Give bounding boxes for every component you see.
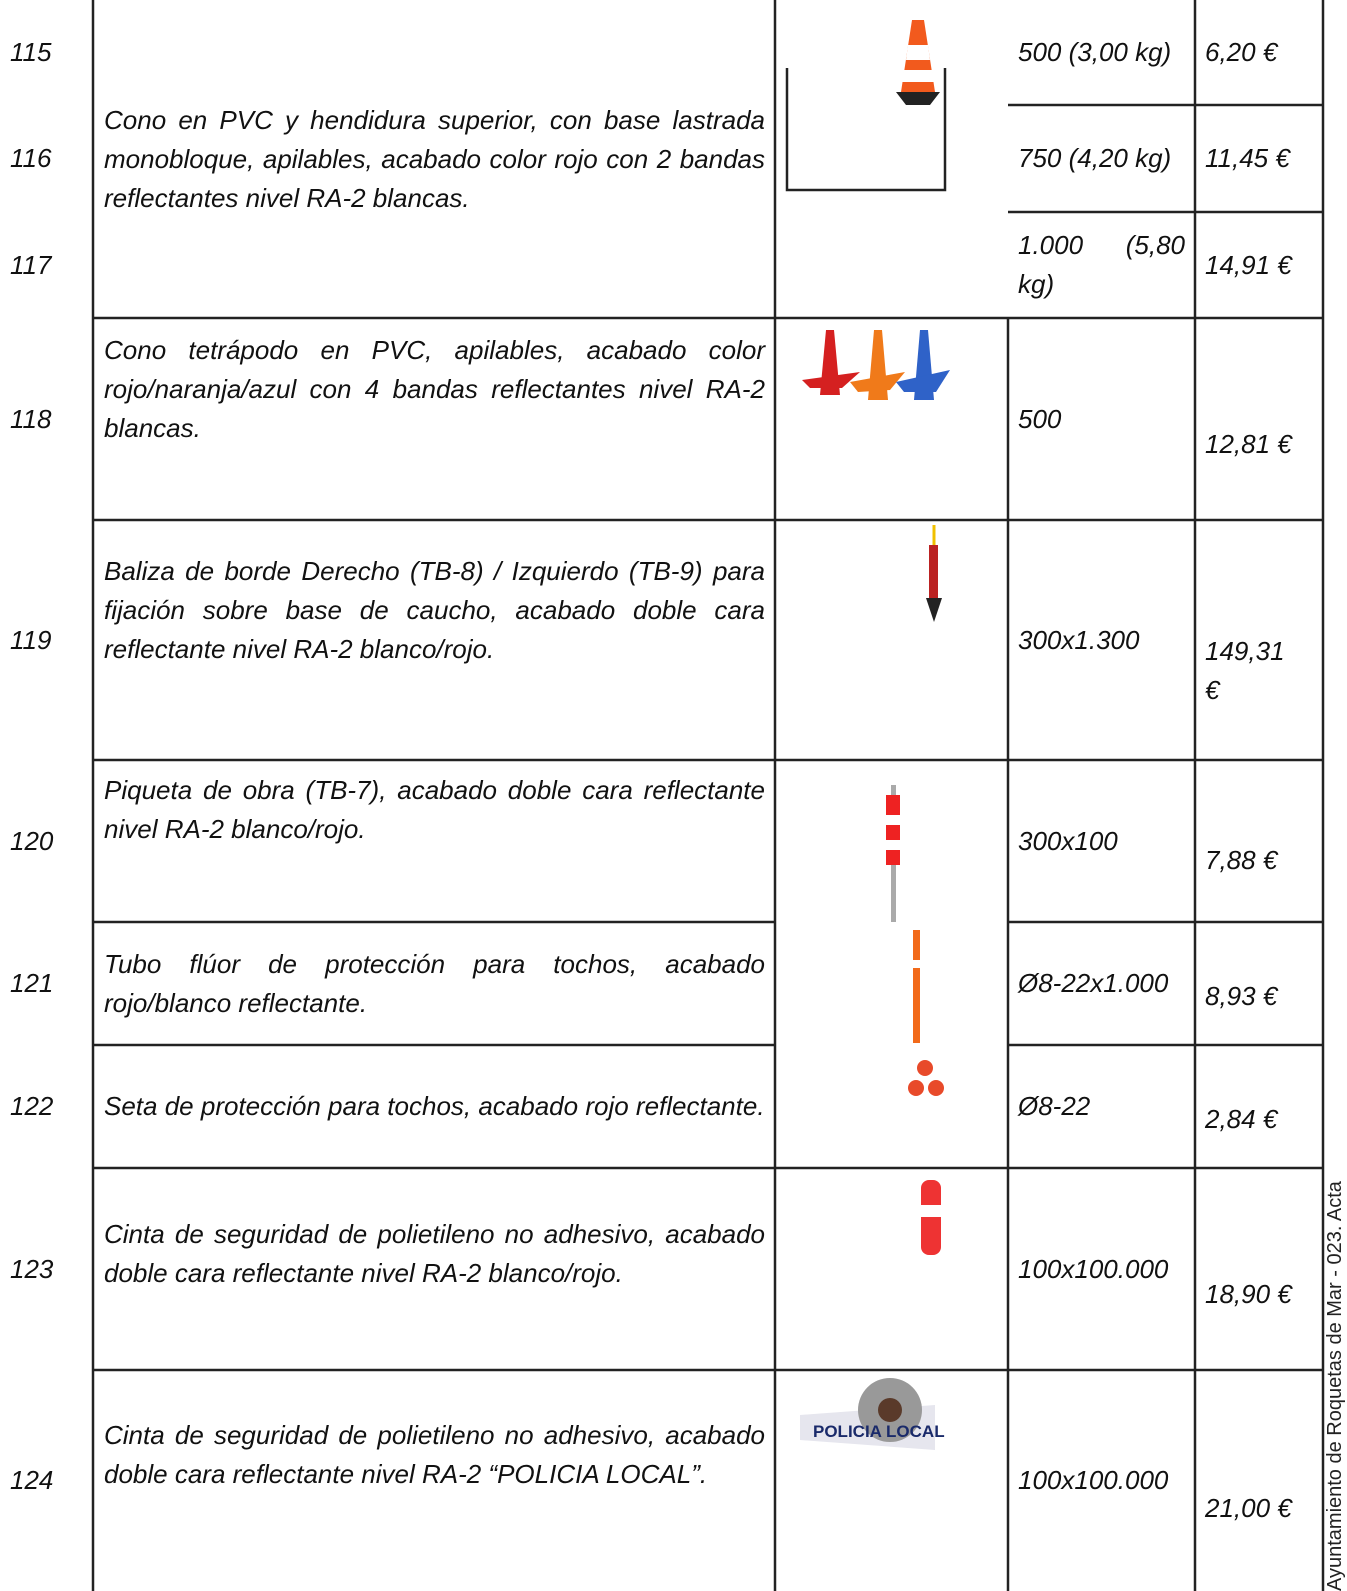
item-code-text: 122 — [10, 1091, 54, 1121]
item-description-text: Seta de protección para tochos, acabado … — [104, 1091, 765, 1121]
item-description-text: Cono tetrápodo en PVC, apilables, acabad… — [104, 334, 765, 443]
item-size-text: 100x100.000 — [1018, 1253, 1169, 1284]
item-price: 6,20 € — [1205, 0, 1310, 105]
item-code-text: 118 — [10, 403, 52, 434]
item-description-text: Baliza de borde Derecho (TB-8) / Izquier… — [104, 555, 765, 664]
item-size-text: 750 (4,20 kg) — [1018, 143, 1172, 173]
item-description-text: Cono en PVC y hendidura superior, con ba… — [104, 104, 765, 213]
item-code: 120 — [10, 760, 90, 922]
item-size: Ø8-22 — [1018, 1045, 1185, 1168]
item-description: Cono en PVC y hendidura superior, con ba… — [104, 0, 765, 318]
item-size-text: 1.000 (5,80 kg) — [1018, 230, 1185, 299]
item-description-text: Cinta de seguridad de polietileno no adh… — [104, 1219, 765, 1288]
item-price-text: 2,84 € — [1205, 1104, 1278, 1135]
item-size-text: 300x100 — [1018, 825, 1118, 856]
item-price-text: 11,45 € — [1205, 143, 1290, 173]
item-code-text: 116 — [10, 143, 52, 173]
item-code-text: 119 — [10, 624, 52, 655]
item-description: Seta de protección para tochos, acabado … — [104, 1045, 765, 1168]
item-size: 500 (3,00 kg) — [1018, 0, 1185, 105]
item-size: 1.000 (5,80 kg) — [1018, 212, 1185, 318]
item-code: 118 — [10, 318, 90, 520]
item-description: Tubo flúor de protección para tochos, ac… — [104, 922, 765, 1045]
item-code-text: 121 — [10, 968, 54, 998]
item-size: 300x1.300 — [1018, 520, 1185, 760]
item-code: 117 — [10, 212, 90, 318]
item-price: 8,93 € — [1205, 959, 1305, 1035]
item-size: 100x100.000 — [1018, 1370, 1185, 1591]
item-size: Ø8-22x1.000 — [1018, 922, 1185, 1045]
item-price: 21,00 € — [1205, 1436, 1305, 1581]
item-size: 300x100 — [1018, 760, 1185, 922]
item-price: 18,90 € — [1205, 1229, 1305, 1360]
item-description: Piqueta de obra (TB-7), acabado doble ca… — [104, 760, 765, 860]
item-price-text: 7,88 € — [1205, 844, 1278, 875]
item-code-text: 117 — [10, 249, 52, 280]
item-size-text: Ø8-22x1.000 — [1018, 968, 1169, 998]
item-size-text: 300x1.300 — [1018, 624, 1140, 655]
item-price-text: 18,90 € — [1205, 1278, 1292, 1309]
item-description: Cinta de seguridad de polietileno no adh… — [104, 1370, 765, 1540]
item-code: 123 — [10, 1168, 90, 1370]
item-size: 100x100.000 — [1018, 1168, 1185, 1370]
item-price: 2,84 € — [1205, 1082, 1305, 1158]
item-size-text: Ø8-22 — [1018, 1091, 1091, 1121]
item-price-text: 8,93 € — [1205, 981, 1278, 1012]
item-description-text: Piqueta de obra (TB-7), acabado doble ca… — [104, 775, 765, 844]
item-code-text: 115 — [10, 37, 52, 67]
item-size: 750 (4,20 kg) — [1018, 105, 1185, 212]
item-description-text: Cinta de seguridad de polietileno no adh… — [104, 1420, 765, 1489]
item-code: 119 — [10, 520, 90, 760]
item-description: Baliza de borde Derecho (TB-8) / Izquier… — [104, 520, 765, 700]
item-code: 124 — [10, 1370, 90, 1591]
image-text: POLICIA LOCAL — [813, 1422, 945, 1441]
item-size: 500 — [1018, 318, 1185, 520]
item-code-text: 123 — [10, 1253, 54, 1284]
item-price-text: 14,91 € — [1205, 249, 1292, 280]
item-code: 116 — [10, 105, 90, 212]
side-note: Ayuntamiento de Roquetas de Mar - 023. A… — [1324, 1181, 1346, 1591]
item-code-text: 124 — [10, 1465, 54, 1495]
item-price: 14,91 € — [1205, 212, 1310, 318]
item-price-text: 6,20 € — [1205, 37, 1278, 67]
item-code: 122 — [10, 1045, 90, 1168]
item-code-text: 120 — [10, 825, 54, 856]
item-code: 121 — [10, 922, 90, 1045]
item-price-text: 149,31 € — [1205, 636, 1285, 705]
item-price-text: 21,00 € — [1205, 1493, 1292, 1524]
item-size-text: 100x100.000 — [1018, 1465, 1169, 1495]
item-price-text: 12,81 € — [1205, 428, 1292, 459]
item-price: 149,31 € — [1205, 592, 1305, 750]
item-price: 7,88 € — [1205, 809, 1305, 912]
item-price: 12,81 € — [1205, 379, 1305, 510]
item-size-text: 500 (3,00 kg) — [1018, 37, 1172, 67]
item-size-text: 500 — [1018, 403, 1062, 434]
item-code: 115 — [10, 0, 90, 105]
item-description-text: Tubo flúor de protección para tochos, ac… — [104, 948, 765, 1018]
item-description: Cinta de seguridad de polietileno no adh… — [104, 1168, 765, 1340]
item-description: Cono tetrápodo en PVC, apilables, acabad… — [104, 318, 765, 460]
item-price: 11,45 € — [1205, 105, 1310, 212]
